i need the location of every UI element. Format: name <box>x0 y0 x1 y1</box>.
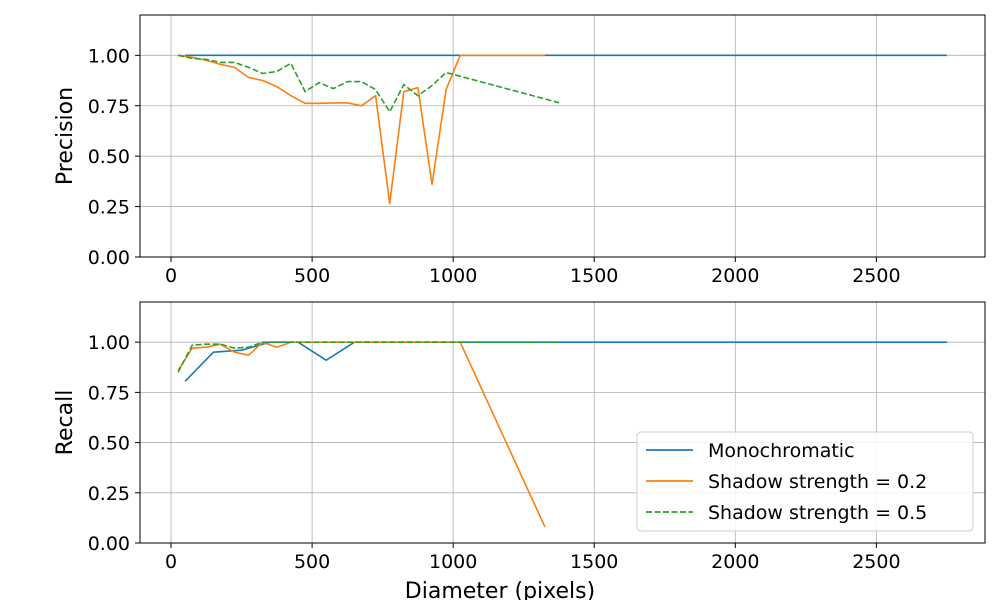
y-axis-label: Recall <box>53 390 78 456</box>
x-tick-label: 500 <box>294 551 330 573</box>
x-tick-label: 0 <box>165 265 177 287</box>
y-tick-label: 0.50 <box>88 433 130 455</box>
y-tick-label: 0.00 <box>88 247 130 269</box>
legend-label-1: Monochromatic <box>708 440 855 462</box>
chart-panel-1: 0 500 1000 1500 2000 2500 0.00 0.25 0.50 0.75 1.00… <box>53 14 986 287</box>
y-tick-label: 0.25 <box>88 197 130 219</box>
x-tick-label: 1000 <box>429 551 477 573</box>
y-tick-label: 1.00 <box>88 45 130 67</box>
y-tick-label: 1.00 <box>88 332 130 354</box>
x-tick-label: 2500 <box>852 265 900 287</box>
y-tick-label: 0.00 <box>88 533 130 555</box>
chart-panel-2: 0 500 1000 1500 2000 2500 0.00 0.25 0.50 0.75 1.00… <box>53 301 986 604</box>
y-axis-label: Precision <box>53 87 78 185</box>
x-tick-label: 1000 <box>429 265 477 287</box>
series-line-2 <box>177 341 546 528</box>
series-line-1 <box>184 341 947 382</box>
y-tick-label: 0.50 <box>88 146 130 168</box>
legend: Monochromatic Shadow strength = 0.2 Shadow… <box>636 431 974 532</box>
y-tick-label: 0.75 <box>88 382 130 404</box>
x-axis-label: Diameter (pixels) <box>405 579 595 600</box>
x-tick-label: 2000 <box>711 551 759 573</box>
y-tick-label: 0.25 <box>88 483 130 505</box>
legend-box <box>636 431 974 532</box>
axes-frame <box>139 301 986 544</box>
x-tick-label: 2000 <box>711 265 759 287</box>
legend-label-2: Shadow strength = 0.2 <box>708 471 927 493</box>
y-tick-label: 0.75 <box>88 96 130 118</box>
x-tick-label: 1500 <box>570 265 618 287</box>
series-line-3 <box>177 341 559 373</box>
legend-label-3: Shadow strength = 0.5 <box>708 502 927 524</box>
x-tick-label: 500 <box>294 265 330 287</box>
x-tick-label: 1500 <box>570 551 618 573</box>
x-tick-label: 0 <box>165 551 177 573</box>
axes-frame <box>139 14 986 258</box>
x-tick-label: 2500 <box>852 551 900 573</box>
series-line-2 <box>177 54 545 205</box>
series-line-3 <box>177 54 560 113</box>
